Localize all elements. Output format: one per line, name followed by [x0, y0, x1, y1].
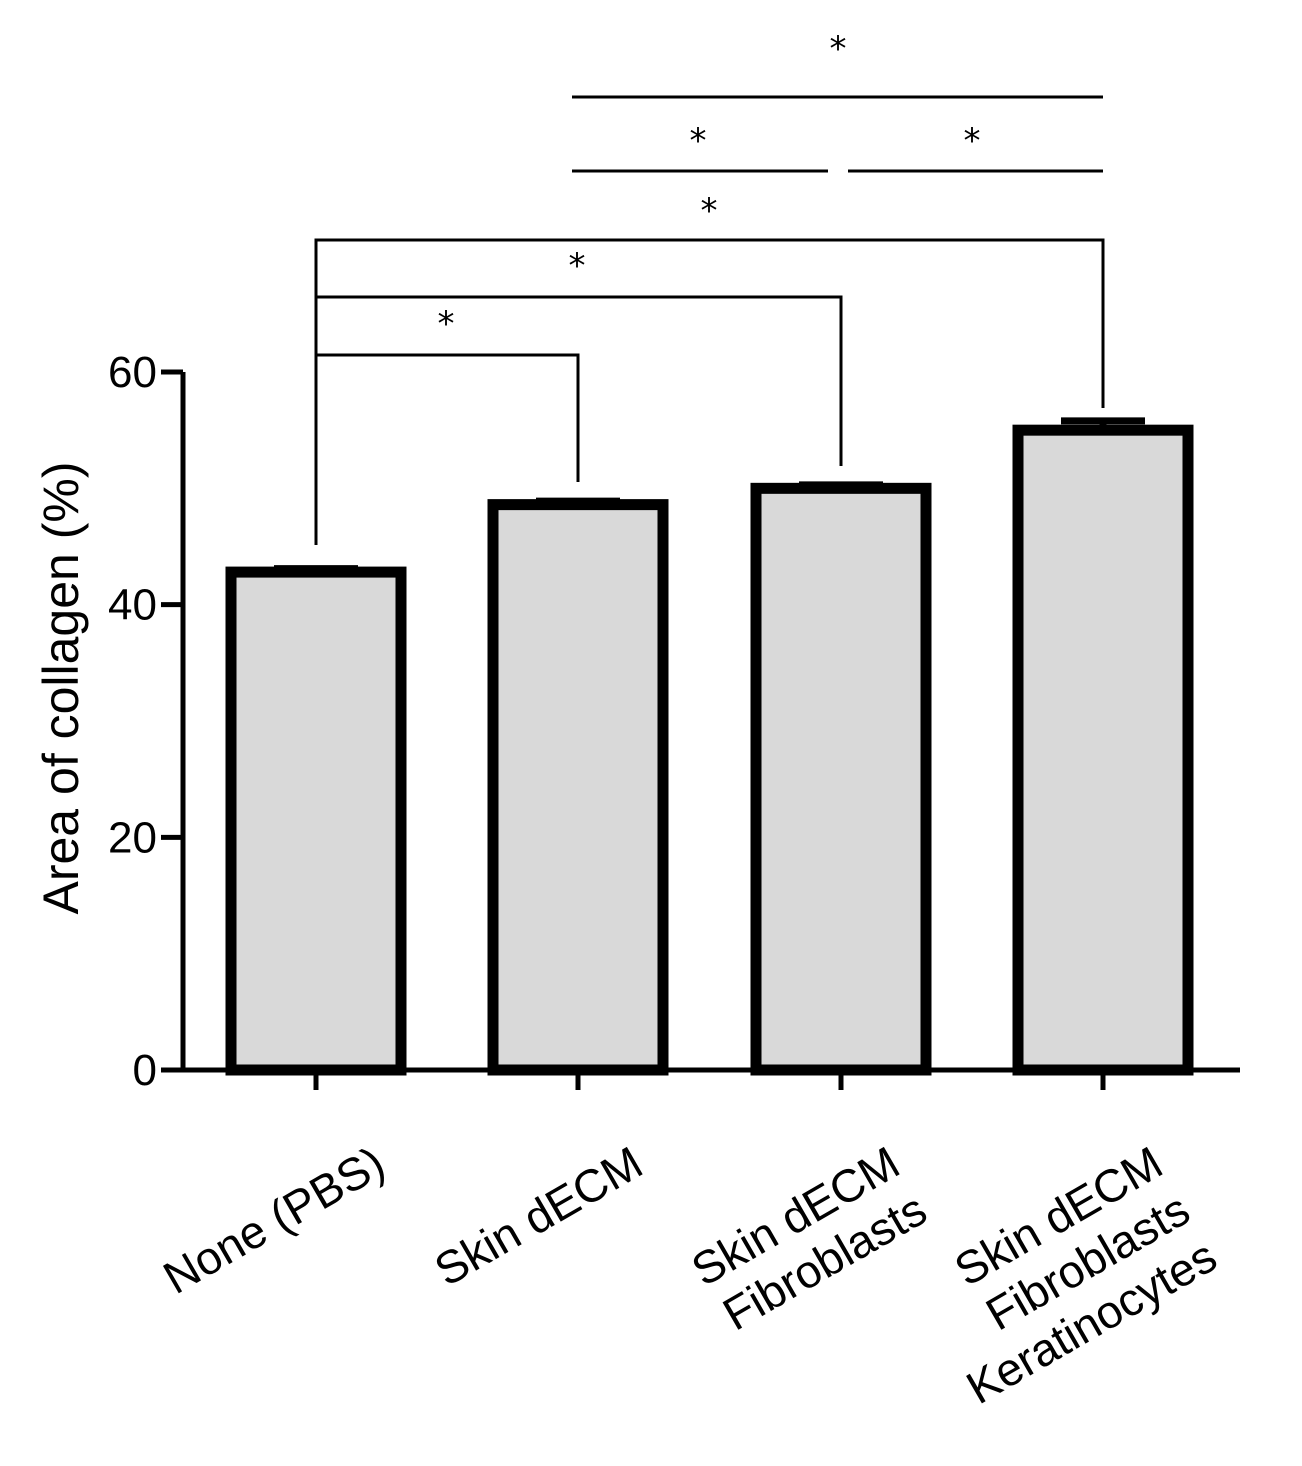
bar-1	[487, 499, 669, 1076]
bar-2	[750, 482, 932, 1076]
y-tick-label-0: 0	[133, 1046, 157, 1095]
sig-star-0: *	[438, 304, 455, 344]
x-tick-label-1-line-0: Skin dECM	[426, 1136, 651, 1296]
significance-brackets: * * * * * *	[314, 29, 1105, 545]
axes	[161, 369, 1240, 1090]
y-tick-label-1: 20	[108, 813, 157, 862]
sig-star-2: *	[701, 191, 718, 231]
y-axis-label: Area of collagen (%)	[33, 461, 89, 914]
sig-star-3: *	[690, 121, 707, 161]
y-tick-label-2: 40	[108, 581, 157, 630]
bar-3	[1012, 424, 1194, 1076]
x-tick-label-0: None (PBS)	[154, 1136, 393, 1304]
error-bars	[274, 417, 1145, 573]
x-tick-label-0-line-0: None (PBS)	[154, 1136, 393, 1304]
sig-star-5: *	[830, 29, 847, 69]
y-tick-label-3: 60	[108, 348, 157, 397]
x-tick-label-1: Skin dECM	[426, 1136, 651, 1296]
bars	[225, 424, 1194, 1076]
sig-star-1: *	[569, 246, 586, 286]
sig-star-4: *	[964, 121, 981, 161]
bar-0	[225, 566, 407, 1076]
sig-bracket-2	[314, 238, 1105, 545]
